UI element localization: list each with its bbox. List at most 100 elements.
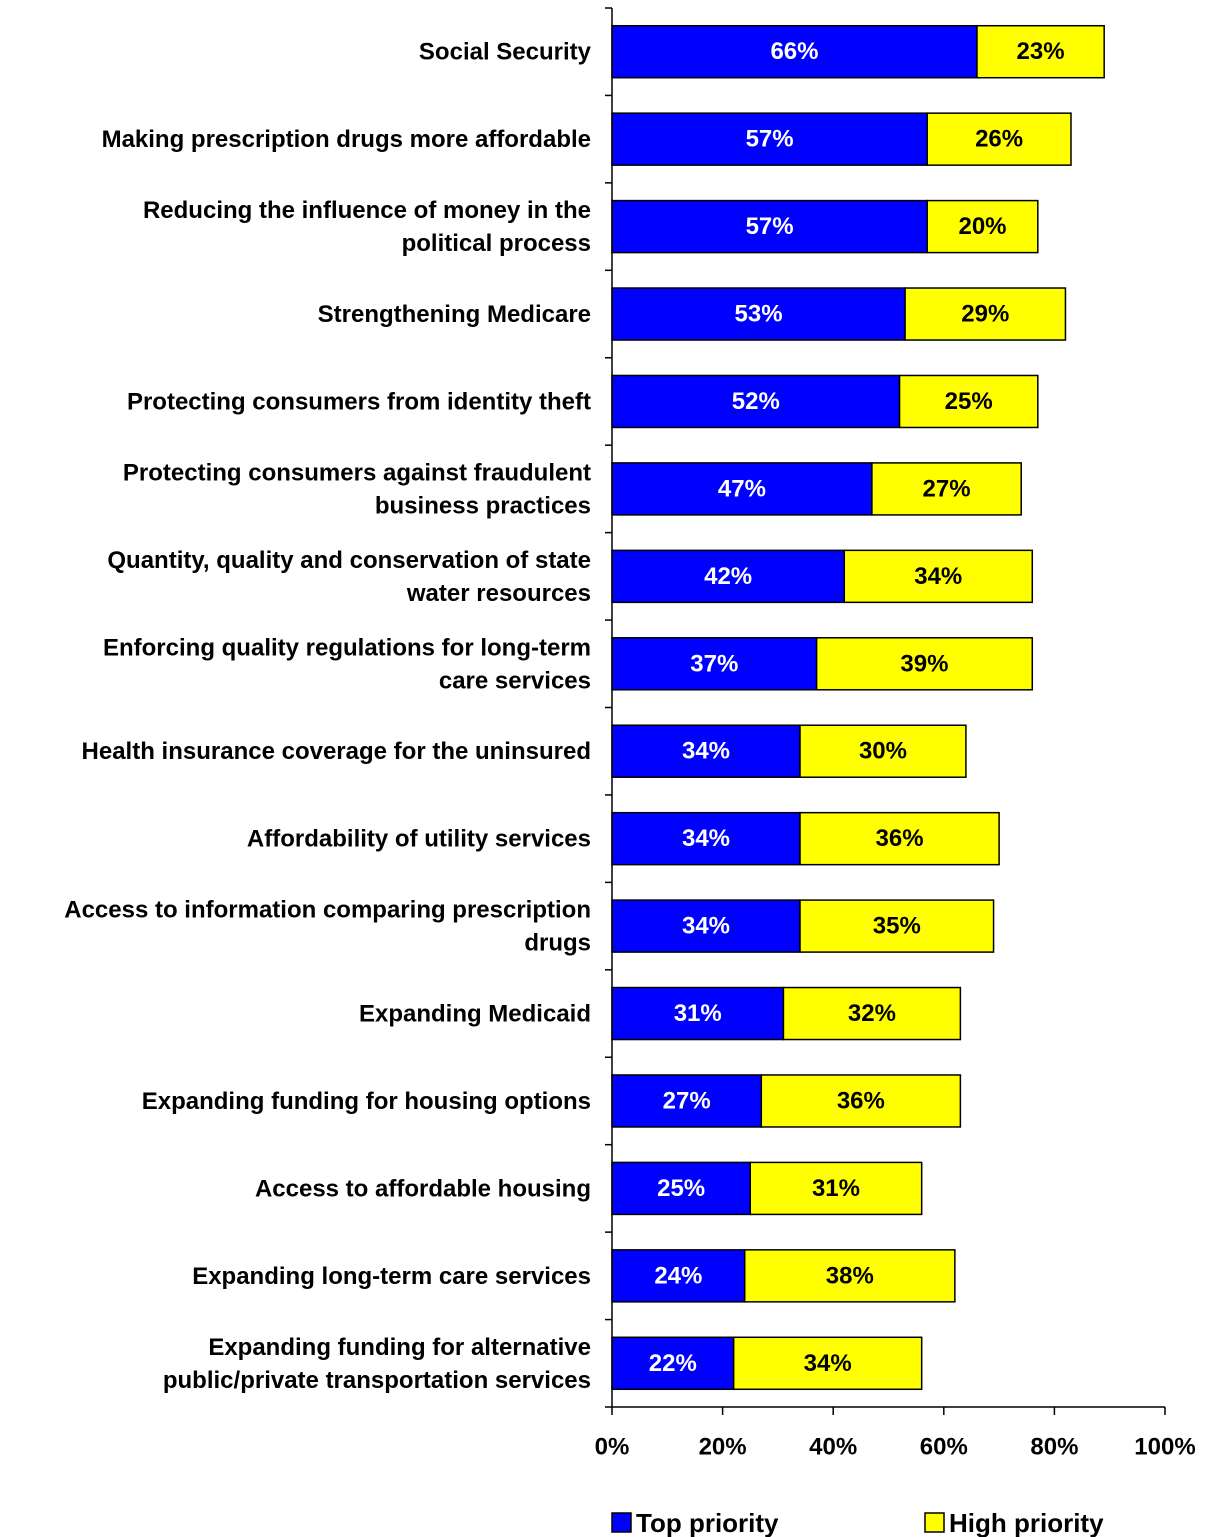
category-label: Access to information comparing prescrip… (64, 896, 591, 956)
bar-high-priority (760, 1074, 962, 1128)
data-label-high-priority: 39% (900, 650, 948, 677)
data-label-high-priority: 32% (848, 1000, 896, 1027)
category-label-line: Protecting consumers against fraudulent (123, 459, 591, 486)
bars-group: 66% 23% 57% 26% 57% 20% 53% 29% 52% 25% 47% 27% 42% 3… (611, 24, 1105, 1391)
category-label-line: care services (439, 667, 591, 694)
category-label: Expanding funding for housing options (142, 1087, 591, 1114)
bar-high-priority (799, 724, 967, 778)
category-label: Health insurance coverage for the uninsu… (82, 738, 591, 765)
bar-high-priority (799, 899, 995, 953)
category-label: Protecting consumers against fraudulent b… (123, 459, 591, 519)
data-label-top-priority: 34% (682, 825, 730, 852)
bar-high-priority (843, 549, 1034, 604)
data-label-top-priority: 52% (732, 388, 780, 415)
category-labels: Social Security Making prescription drugs… (64, 38, 591, 1393)
data-label-high-priority: 30% (859, 738, 907, 765)
bar-high-priority (926, 112, 1072, 166)
legend: Top priority High priority (611, 1508, 1104, 1537)
legend-swatch-top-priority (611, 1512, 632, 1533)
bar-high-priority (732, 1336, 923, 1391)
category-label-line: drugs (524, 929, 591, 956)
category-label-line: political process (402, 230, 591, 257)
category-label: Strengthening Medicare (318, 301, 591, 328)
category-label: Enforcing quality regulations for long-t… (103, 634, 591, 694)
bar-high-priority (976, 24, 1105, 79)
category-label-line: Reducing the influence of money in the (143, 197, 591, 224)
category-label: Expanding Medicaid (359, 1000, 591, 1027)
bar-high-priority (898, 374, 1039, 429)
bar-high-priority (782, 986, 962, 1041)
data-label-top-priority: 22% (649, 1350, 697, 1377)
data-label-high-priority: 34% (804, 1350, 852, 1377)
x-tick-label: 80% (1030, 1434, 1078, 1461)
x-tick-label: 40% (809, 1434, 857, 1461)
bar-high-priority (749, 1161, 923, 1216)
data-label-top-priority: 31% (674, 1000, 722, 1027)
x-tick-label: 100% (1134, 1434, 1195, 1461)
data-label-high-priority: 36% (876, 825, 924, 852)
data-label-high-priority: 26% (975, 126, 1023, 153)
category-label-line: Expanding long-term care services (192, 1262, 591, 1289)
data-label-top-priority: 66% (770, 38, 818, 65)
category-label: Protecting consumers from identity theft (127, 388, 591, 415)
data-label-high-priority: 29% (961, 301, 1009, 328)
bar-top-priority (611, 287, 906, 341)
legend-swatch-high-priority (924, 1512, 945, 1533)
category-label-line: water resources (406, 579, 591, 606)
category-label-line: Expanding funding for alternative (208, 1333, 591, 1360)
data-label-top-priority: 37% (690, 650, 738, 677)
bar-high-priority (904, 287, 1067, 341)
x-tick-label: 0% (595, 1434, 630, 1461)
data-label-high-priority: 36% (837, 1087, 885, 1114)
x-tick-label: 60% (920, 1434, 968, 1461)
category-label-line: Protecting consumers from identity theft (127, 388, 591, 415)
data-label-high-priority: 34% (914, 563, 962, 590)
category-label: Expanding long-term care services (192, 1262, 591, 1289)
bar-top-priority (611, 549, 846, 604)
data-label-top-priority: 53% (735, 301, 783, 328)
category-label-line: Enforcing quality regulations for long-t… (103, 634, 591, 661)
bar-top-priority (611, 811, 801, 866)
data-label-top-priority: 24% (654, 1262, 702, 1289)
category-label: Making prescription drugs more affordabl… (102, 126, 591, 153)
bar-top-priority (611, 899, 801, 953)
bar-top-priority (611, 1249, 746, 1303)
bar-top-priority (611, 1161, 751, 1216)
category-label: Affordability of utility services (247, 825, 591, 852)
bar-high-priority (926, 199, 1039, 254)
data-label-top-priority: 34% (682, 738, 730, 765)
data-label-top-priority: 57% (746, 126, 794, 153)
category-label-line: Expanding funding for housing options (142, 1087, 591, 1114)
category-label-line: business practices (375, 492, 591, 519)
legend-label-top-priority: Top priority (636, 1508, 779, 1537)
data-label-high-priority: 27% (923, 475, 971, 502)
data-label-top-priority: 25% (657, 1175, 705, 1202)
category-label-line: Access to affordable housing (255, 1175, 591, 1202)
category-label-line: Making prescription drugs more affordabl… (102, 126, 591, 153)
data-label-high-priority: 35% (873, 913, 921, 940)
category-label-line: Quantity, quality and conservation of st… (107, 546, 591, 573)
data-label-top-priority: 27% (663, 1087, 711, 1114)
data-label-high-priority: 31% (812, 1175, 860, 1202)
x-tick-label: 20% (699, 1434, 747, 1461)
category-label-line: Expanding Medicaid (359, 1000, 591, 1027)
category-label: Social Security (419, 38, 592, 65)
category-label-line: Access to information comparing prescrip… (64, 896, 591, 923)
legend-label-high-priority: High priority (949, 1508, 1104, 1537)
bar-high-priority (871, 462, 1022, 516)
data-label-top-priority: 34% (682, 913, 730, 940)
bar-top-priority (611, 24, 978, 79)
category-label-line: Affordability of utility services (247, 825, 591, 852)
bar-high-priority (815, 637, 1034, 691)
bar-top-priority (611, 1074, 763, 1128)
category-label: Expanding funding for alternative public/… (163, 1333, 591, 1393)
category-label: Quantity, quality and conservation of st… (107, 546, 591, 606)
category-label-line: Strengthening Medicare (318, 301, 591, 328)
bar-top-priority (611, 112, 928, 166)
category-label-line: Social Security (419, 38, 592, 65)
bar-high-priority (743, 1249, 956, 1303)
category-label: Access to affordable housing (255, 1175, 591, 1202)
category-label-line: public/private transportation services (163, 1366, 591, 1393)
category-label-line: Health insurance coverage for the uninsu… (82, 738, 591, 765)
axes-group: 0% 20% 40% 60% 80% 100% (595, 7, 1196, 1461)
